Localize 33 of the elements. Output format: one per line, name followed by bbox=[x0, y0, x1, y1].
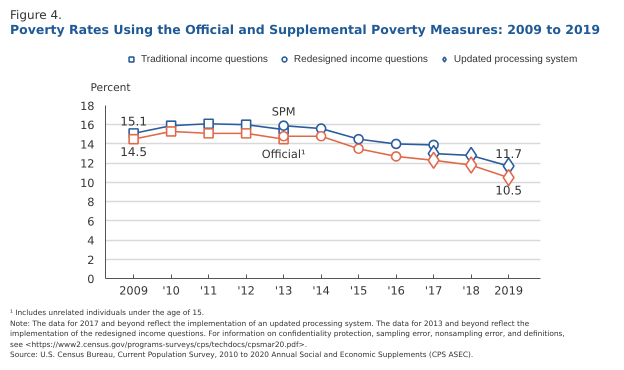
x-tick-label: '16 bbox=[387, 284, 405, 298]
y-tick-label: 0 bbox=[87, 272, 95, 286]
annotation: SPM bbox=[272, 104, 296, 119]
y-tick-label: 8 bbox=[87, 195, 95, 210]
chart-title: Poverty Rates Using the Official and Supplemental Poverty Measures: 2009 to 2019 bbox=[10, 22, 600, 37]
y-tick-label: 6 bbox=[87, 214, 95, 228]
data-label: 10.5 bbox=[495, 184, 522, 198]
x-tick-label: '10 bbox=[162, 284, 180, 298]
x-tick-label: '14 bbox=[312, 284, 330, 298]
data-label: 14.5 bbox=[120, 145, 147, 160]
y-tick-label: 14 bbox=[80, 137, 95, 152]
y-tick-label: 18 bbox=[80, 99, 95, 113]
y-axis-title: Percent bbox=[90, 81, 131, 94]
legend-label: Redesigned income questions bbox=[294, 54, 428, 64]
x-tick-label: '11 bbox=[200, 284, 218, 298]
x-tick-label: '12 bbox=[237, 284, 255, 298]
y-tick-label: 4 bbox=[87, 234, 95, 248]
legend-label: Traditional income questions bbox=[141, 54, 268, 64]
y-tick-label: 2 bbox=[87, 252, 95, 267]
x-tick-label: '15 bbox=[350, 284, 368, 298]
data-label: 15.1 bbox=[120, 114, 147, 128]
x-tick-label: '13 bbox=[274, 284, 292, 298]
y-tick-label: 10 bbox=[80, 176, 95, 190]
x-tick-label: 2009 bbox=[119, 284, 148, 298]
y-tick-label: 12 bbox=[80, 156, 95, 171]
annotation: Official¹ bbox=[262, 147, 306, 162]
data-label: 11.7 bbox=[495, 147, 522, 162]
x-tick-label: '17 bbox=[424, 284, 442, 298]
chart-subtitle: Figure 4. bbox=[10, 8, 63, 22]
y-tick-label: 16 bbox=[80, 118, 95, 132]
x-tick-label: '18 bbox=[462, 284, 480, 298]
legend-label: Updated processing system bbox=[454, 54, 578, 64]
x-tick-label: 2019 bbox=[494, 284, 524, 298]
